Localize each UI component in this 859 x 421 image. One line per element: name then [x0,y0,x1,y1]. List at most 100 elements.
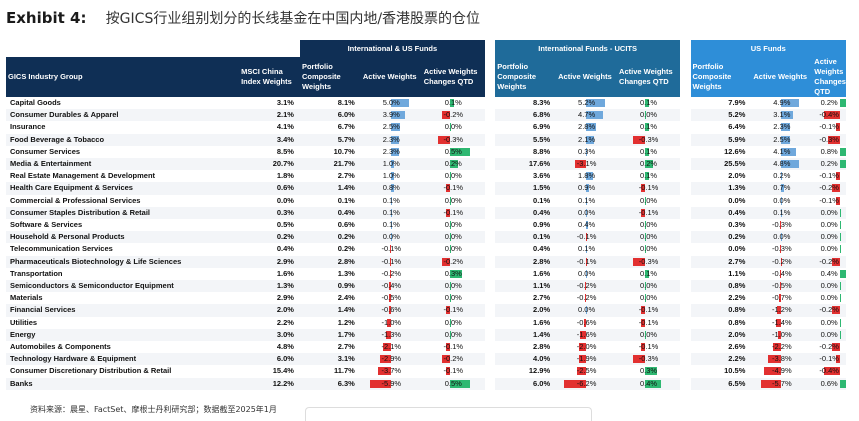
bar-value-label: -2.9% [381,354,402,364]
bar-value-label: 0.1% [773,207,791,217]
positive-bar [390,208,392,217]
bar-value-label: -0.2% [819,183,839,193]
positive-bar [840,147,846,156]
gap-cell [680,219,691,232]
positive-bar [645,123,650,132]
positive-bar [781,172,783,181]
positive-bar [449,282,451,291]
positive-bar [449,379,470,388]
gap-cell [484,243,496,256]
gap-cell [484,353,496,366]
portfolio-weight: 1.2% [337,317,355,327]
positive-bar [645,282,647,291]
msci-weight: 1.8% [276,171,294,181]
active-weight-bar: -2.2% [751,341,812,353]
bar-value-label: 4.8% [773,159,791,169]
gap-cell [680,158,691,171]
bar-value-label: -1.9% [576,354,597,364]
active-change-bar: 0.4% [812,268,846,280]
active-change-bar: 0.0% [812,206,846,220]
active-change-bar: 0.0% [617,195,680,207]
msci-weight: 15.4% [272,366,294,376]
active-weight-bar: 0.0% [556,304,618,317]
bar-value-label: 0.4% [820,268,838,278]
active-weight-bar: 0.0% [556,268,617,280]
active-change-bar: -0.1% [421,182,485,195]
industry-name: Commercial & Professional Services [10,195,141,205]
portfolio-weight: 0.6% [337,220,355,230]
bar-value-label: 0.3% [578,146,596,156]
bar-value-label: 0.1% [639,146,658,156]
positive-bar [645,294,647,303]
active-weight-bar: -0.1% [361,243,422,255]
industry-name: Insurance [10,122,46,132]
table-row: Software & Services 0.5% 0.6% 0.1% 0.0% 0.9% 0… [6,219,846,232]
bar-value-label: -5.9% [381,378,402,388]
bar-value-label: 0.5% [444,146,462,156]
table-row: Health Care Equipment & Services 0.6% 1.4%… [6,182,846,195]
negative-bar [445,367,450,376]
positive-bar [840,221,842,230]
gap-cell [484,280,496,293]
table-row: Materials 2.9% 2.4% -0.5% 0.0% 2.7% -0.2% 0.0% 2… [6,292,846,305]
active-change-bar: 0.1% [617,170,680,182]
msci-weight: 0.3% [239,206,300,220]
negative-bar [776,318,782,327]
bar-value-label: 0.0% [578,207,596,217]
active-change-bar: 0.5% [421,377,485,390]
active-weight-bar: 3.9% [360,109,422,122]
bar-value-label: -0.4% [819,110,839,120]
active-weight-bar: 4.8% [751,158,813,171]
positive-bar [645,379,662,388]
bar-value-label: 0.0% [444,195,462,205]
active-change-bar: 0.0% [812,317,846,329]
portfolio-weight: 2.8% [495,255,557,268]
portfolio-weight: 6.0% [495,377,557,390]
active-change-bar: -0.1% [617,304,681,317]
bar-value-label: -0.2% [443,354,464,364]
active-weight-bar: -0.1% [556,231,618,244]
negative-bar [445,184,450,193]
positive-bar [645,111,647,120]
negative-bar [836,123,841,132]
bar-value-label: 0.8% [382,183,400,193]
active-change-bar: 0.0% [422,121,485,133]
active-weight-bar: 4.1% [751,146,812,158]
negative-bar [773,343,782,352]
positive-bar [840,269,846,278]
table-row: Banks 12.2% 6.3% -5.9% 0.5% 6.0% -6.2% 0.4% 6.5%… [6,377,846,390]
active-change-bar: -0.1% [812,121,846,133]
bar-value-label: -0.1% [443,207,464,217]
negative-bar [585,233,587,242]
industry-name: Materials [10,293,43,303]
active-change-bar: 0.0% [422,219,485,231]
msci-weight: 2.2% [276,317,294,327]
bar-value-label: -3.1% [576,159,597,169]
portfolio-weight: 5.7% [299,133,361,146]
positive-bar [645,269,650,278]
portfolio-weight: 1.6% [533,317,551,327]
bar-value-label: 0.5% [444,378,462,388]
portfolio-weight: 21.7% [299,158,361,171]
positive-bar [586,172,593,181]
portfolio-weight: 1.4% [299,304,361,317]
positive-bar [586,306,588,315]
active-change-bar: 0.0% [422,170,485,182]
portfolio-weight: 0.1% [533,195,551,205]
active-weight-bar: 5.0% [361,97,422,109]
positive-bar [586,221,588,230]
msci-weight: 3.1% [276,98,294,107]
active-weight-bar: 1.0% [361,170,422,182]
positive-bar [449,147,470,156]
positive-bar [645,367,658,376]
portfolio-weight: 3.1% [299,353,361,366]
portfolio-weight: 17.6% [495,158,557,171]
gap-cell [484,292,496,305]
portfolio-weight: 11.7% [334,366,355,376]
active-change-bar: -0.1% [617,182,681,195]
negative-bar [641,184,646,193]
negative-bar [633,355,646,364]
active-weight-bar: -0.6% [360,304,422,317]
negative-bar [832,184,841,193]
negative-bar [641,343,646,352]
